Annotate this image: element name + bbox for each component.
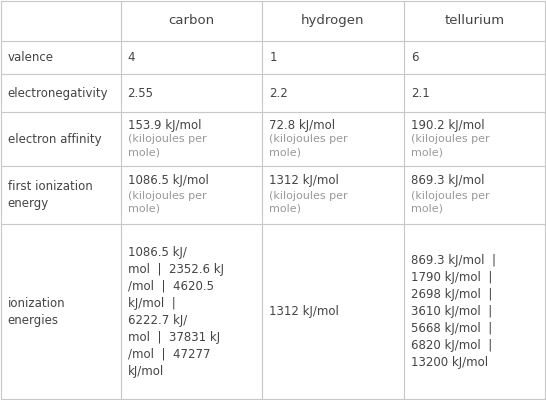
Text: electron affinity: electron affinity <box>8 133 102 146</box>
Text: electronegativity: electronegativity <box>8 87 109 100</box>
Text: 72.8 kJ/mol: 72.8 kJ/mol <box>269 119 335 132</box>
Text: 869.3 kJ/mol: 869.3 kJ/mol <box>411 174 484 187</box>
Text: 4: 4 <box>128 51 135 64</box>
Text: (kilojoules per
mole): (kilojoules per mole) <box>269 191 348 214</box>
Text: 153.9 kJ/mol: 153.9 kJ/mol <box>128 119 201 132</box>
Text: 1312 kJ/mol: 1312 kJ/mol <box>269 174 339 187</box>
Text: 1086.5 kJ/
mol  |  2352.6 kJ
/mol  |  4620.5
kJ/mol  |
6222.7 kJ/
mol  |  37831 : 1086.5 kJ/ mol | 2352.6 kJ /mol | 4620.5… <box>128 246 224 378</box>
Text: 2.55: 2.55 <box>128 87 153 100</box>
Text: 869.3 kJ/mol  |
1790 kJ/mol  |
2698 kJ/mol  |
3610 kJ/mol  |
5668 kJ/mol  |
6820: 869.3 kJ/mol | 1790 kJ/mol | 2698 kJ/mol… <box>411 254 496 369</box>
Text: 1086.5 kJ/mol: 1086.5 kJ/mol <box>128 174 209 187</box>
Text: (kilojoules per
mole): (kilojoules per mole) <box>411 134 489 158</box>
Text: 2.1: 2.1 <box>411 87 430 100</box>
Text: 1: 1 <box>269 51 277 64</box>
Text: valence: valence <box>8 51 54 64</box>
Text: (kilojoules per
mole): (kilojoules per mole) <box>128 191 206 214</box>
Text: first ionization
energy: first ionization energy <box>8 180 92 210</box>
Text: ionization
energies: ionization energies <box>8 297 66 327</box>
Text: tellurium: tellurium <box>444 14 505 27</box>
Text: (kilojoules per
mole): (kilojoules per mole) <box>411 191 489 214</box>
Text: hydrogen: hydrogen <box>301 14 365 27</box>
Text: 190.2 kJ/mol: 190.2 kJ/mol <box>411 119 484 132</box>
Text: (kilojoules per
mole): (kilojoules per mole) <box>128 134 206 158</box>
Text: 2.2: 2.2 <box>269 87 288 100</box>
Text: carbon: carbon <box>168 14 215 27</box>
Text: 1312 kJ/mol: 1312 kJ/mol <box>269 305 339 318</box>
Text: 6: 6 <box>411 51 418 64</box>
Text: (kilojoules per
mole): (kilojoules per mole) <box>269 134 348 158</box>
